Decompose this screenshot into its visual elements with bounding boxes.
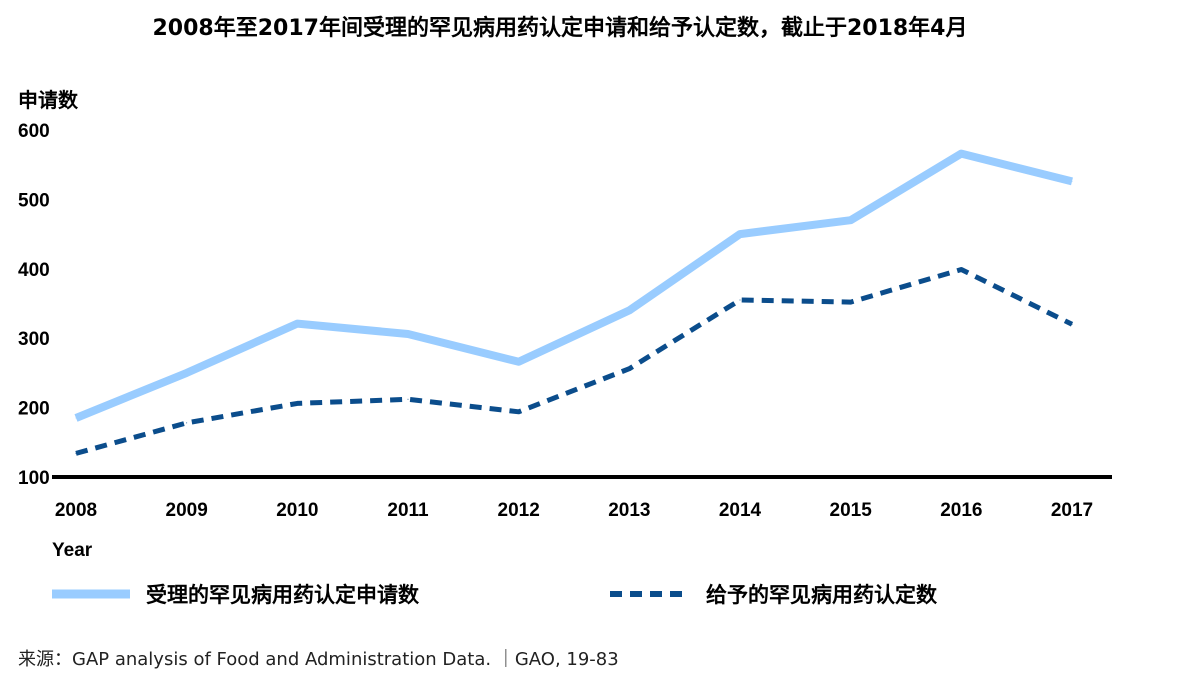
y-tick-labels: 100 200 300 400 500 600	[18, 121, 50, 489]
data-point	[739, 299, 741, 301]
y-tick-label: 100	[18, 468, 50, 489]
data-point	[296, 323, 298, 325]
y-tick-label: 600	[18, 121, 50, 142]
data-point	[1071, 180, 1073, 182]
data-point	[960, 153, 962, 155]
x-tick-label: 2013	[608, 500, 650, 521]
data-point	[186, 372, 188, 374]
data-point	[628, 309, 630, 311]
x-tick-label: 2011	[387, 500, 429, 521]
x-tick-labels: 2008 2009 2010 2011 2012 2013 2014 2015 2016 2017	[55, 500, 1093, 521]
data-point	[850, 219, 852, 221]
legend-label-designations: 给予的罕见病用药认定数	[706, 583, 938, 607]
y-axis-label: 申请数	[18, 88, 79, 112]
x-tick-label: 2009	[166, 500, 208, 521]
series-lines	[74, 149, 1074, 456]
x-tick-label: 2008	[55, 500, 97, 521]
data-point	[518, 411, 520, 413]
x-axis-label: Year	[52, 540, 93, 561]
x-tick-label: 2010	[276, 500, 318, 521]
data-point	[739, 233, 741, 235]
data-point	[296, 402, 298, 404]
source-note: 来源：GAP analysis of Food and Administrati…	[18, 649, 619, 670]
data-point	[628, 368, 630, 370]
series-line-designations	[75, 267, 1074, 456]
legend-label-applications: 受理的罕见病用药认定申请数	[146, 583, 420, 607]
data-point	[1071, 323, 1073, 325]
x-tick-label: 2012	[498, 500, 540, 521]
y-tick-label: 300	[18, 329, 50, 350]
series-line-applications	[74, 149, 1073, 422]
data-point	[75, 452, 77, 454]
data-point	[518, 361, 520, 363]
y-tick-label: 500	[18, 190, 50, 211]
data-point	[186, 422, 188, 424]
y-tick-label: 400	[18, 260, 50, 281]
data-point	[960, 268, 962, 270]
data-point	[75, 417, 77, 419]
x-tick-label: 2015	[830, 500, 873, 521]
data-point	[850, 301, 852, 303]
x-tick-label: 2017	[1051, 500, 1093, 521]
y-tick-label: 200	[18, 399, 50, 420]
x-tick-label: 2016	[940, 500, 982, 521]
data-point	[407, 333, 409, 335]
legend: 受理的罕见病用药认定申请数 给予的罕见病用药认定数	[52, 583, 938, 607]
x-tick-label: 2014	[719, 500, 762, 521]
data-point	[407, 398, 409, 400]
chart-title: 2008年至2017年间受理的罕见病用药认定申请和给予认定数，截止于2018年4…	[152, 16, 968, 41]
